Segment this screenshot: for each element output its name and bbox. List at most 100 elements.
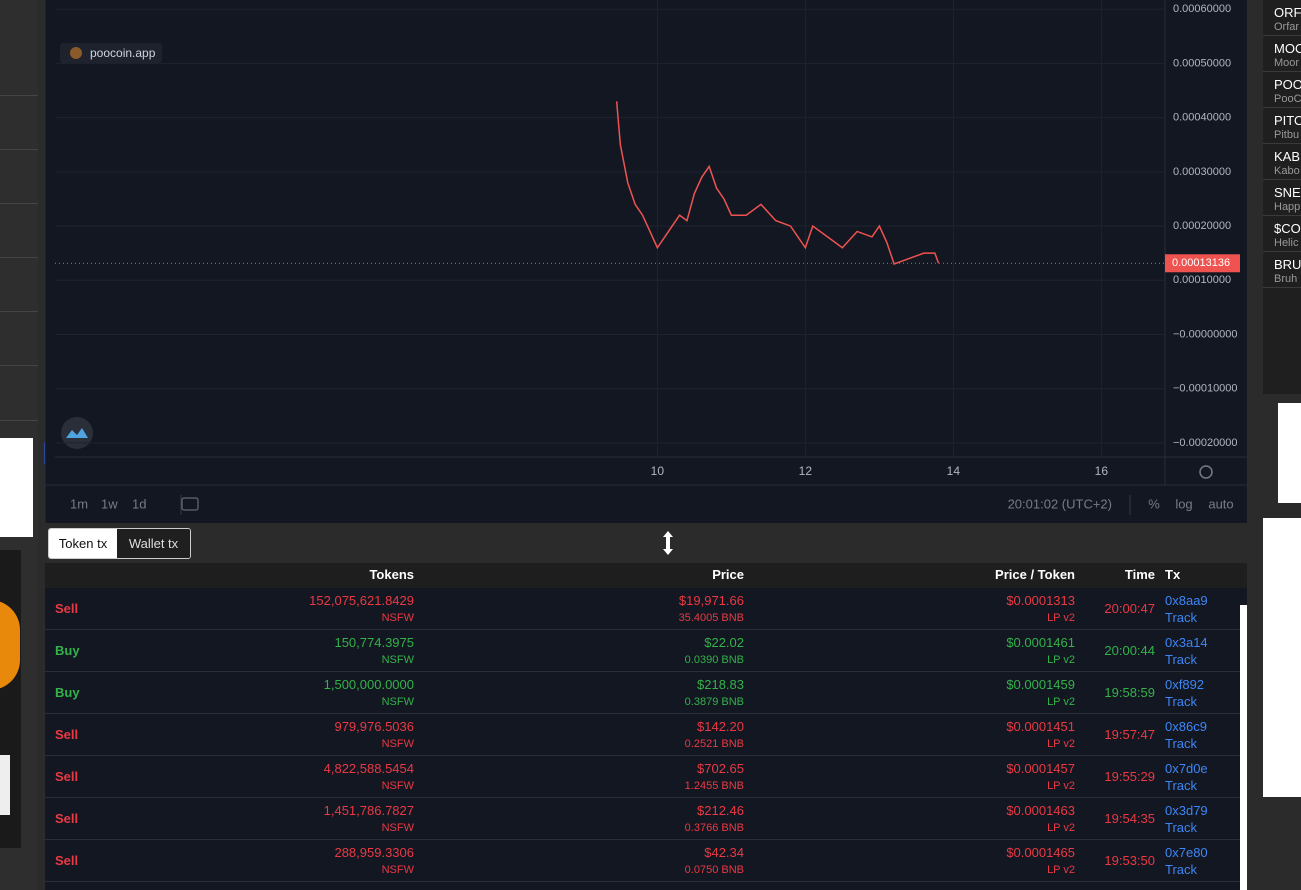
pool: LP v2 bbox=[1047, 822, 1075, 834]
token-symbol: MOO bbox=[1274, 41, 1301, 56]
tx-hash[interactable]: 0x8aa9 bbox=[1165, 593, 1208, 608]
interval-button[interactable]: 1w bbox=[101, 496, 118, 511]
price-usd: $19,971.66 bbox=[678, 593, 744, 608]
column-header: Tx bbox=[1165, 567, 1181, 582]
tx-hash[interactable]: 0xf892 bbox=[1165, 677, 1205, 692]
tx-hash[interactable]: 0x7d0e bbox=[1165, 761, 1208, 776]
price-bnb: 35.4005 BNB bbox=[678, 612, 744, 624]
token-name: Helic bbox=[1274, 237, 1299, 249]
tx-hash[interactable]: 0x7e80 bbox=[1165, 845, 1208, 860]
token-symbol: KAB bbox=[1274, 149, 1301, 164]
tx-type: Buy bbox=[55, 685, 80, 700]
settings-icon[interactable] bbox=[1199, 465, 1213, 479]
token-amount: 152,075,621.8429 bbox=[309, 593, 414, 608]
last-price-tag bbox=[1165, 254, 1240, 273]
track-link[interactable]: Track bbox=[1165, 652, 1198, 667]
price-usd: $212.46 bbox=[697, 803, 744, 818]
ad-coin bbox=[0, 600, 20, 690]
tx-time: 19:58:59 bbox=[1104, 685, 1155, 700]
tv-logo[interactable] bbox=[61, 417, 93, 449]
x-tick-label: 14 bbox=[947, 464, 961, 478]
pool: LP v2 bbox=[1047, 864, 1075, 876]
interval-button[interactable]: 1d bbox=[132, 496, 146, 511]
token-symbol: NSFW bbox=[381, 612, 414, 624]
tab[interactable]: Token tx bbox=[49, 529, 117, 558]
token-item[interactable]: $CO Helic bbox=[1263, 216, 1301, 252]
table-row bbox=[45, 714, 1240, 756]
tx-hash[interactable]: 0x3d79 bbox=[1165, 803, 1208, 818]
y-tick-label: 0.00050000 bbox=[1173, 57, 1231, 69]
token-name: Pitbu bbox=[1274, 129, 1300, 141]
tab[interactable]: Wallet tx bbox=[117, 529, 190, 558]
y-tick-label: 0.00060000 bbox=[1173, 3, 1231, 15]
divider bbox=[0, 203, 38, 204]
y-tick-label: −0.00020000 bbox=[1173, 437, 1238, 449]
y-tick-label: −0.00000000 bbox=[1173, 328, 1238, 340]
price-per-token: $0.0001451 bbox=[1006, 719, 1075, 734]
price-usd: $218.83 bbox=[697, 677, 744, 692]
token-item[interactable]: PITOPitbu bbox=[1263, 108, 1301, 144]
token-amount: 150,774.3975 bbox=[334, 635, 414, 650]
y-tick-label: 0.00040000 bbox=[1173, 112, 1231, 124]
tx-time: 19:57:47 bbox=[1104, 727, 1155, 742]
pool: LP v2 bbox=[1047, 696, 1075, 708]
tx-type: Buy bbox=[55, 643, 80, 658]
scrollbar[interactable] bbox=[1240, 605, 1247, 890]
pool: LP v2 bbox=[1047, 612, 1075, 624]
token-name: Kabo bbox=[1274, 165, 1300, 177]
y-tick-label: −0.00010000 bbox=[1173, 383, 1238, 395]
table-row bbox=[45, 756, 1240, 798]
price-usd: $22.02 bbox=[704, 635, 744, 650]
token-item[interactable]: BRU Bruh bbox=[1263, 252, 1301, 288]
scale-option[interactable]: % bbox=[1148, 496, 1160, 511]
track-link[interactable]: Track bbox=[1165, 610, 1198, 625]
price-bnb: 0.2521 BNB bbox=[684, 738, 744, 750]
ad-qr bbox=[0, 755, 10, 815]
token-symbol: POO bbox=[1274, 77, 1301, 92]
token-item[interactable]: SNE Happ bbox=[1263, 180, 1301, 216]
clock: 20:01:02 (UTC+2) bbox=[1008, 496, 1112, 511]
token-name: Orfar bbox=[1274, 21, 1300, 33]
tx-hash[interactable]: 0x86c9 bbox=[1165, 719, 1207, 734]
token-symbol: PITO bbox=[1274, 113, 1301, 128]
tab-bar: Token tx Wallet tx bbox=[45, 523, 1247, 563]
divider bbox=[0, 365, 38, 366]
token-symbol: ORFA bbox=[1274, 5, 1301, 20]
token-symbol: NSFW bbox=[381, 822, 414, 834]
token-amount: 979,976.5036 bbox=[334, 719, 414, 734]
watermark-bg bbox=[60, 43, 162, 63]
interval-button[interactable]: 1m bbox=[70, 496, 88, 511]
scale-option[interactable]: auto bbox=[1208, 496, 1233, 511]
price-per-token: $0.0001459 bbox=[1006, 677, 1075, 692]
ad-image bbox=[0, 550, 21, 848]
track-link[interactable]: Track bbox=[1165, 862, 1198, 877]
tx-hash[interactable]: 0x3a14 bbox=[1165, 635, 1208, 650]
price-bnb: 1.2455 BNB bbox=[684, 780, 744, 792]
y-tick-label: 0.00010000 bbox=[1173, 274, 1231, 286]
scale-option[interactable]: log bbox=[1175, 496, 1192, 511]
tx-type: Sell bbox=[55, 769, 79, 784]
token-amount: 1,500,000.0000 bbox=[323, 677, 414, 692]
price-bnb: 0.0390 BNB bbox=[684, 654, 744, 666]
track-link[interactable]: Track bbox=[1165, 694, 1198, 709]
track-link[interactable]: Track bbox=[1165, 736, 1198, 751]
token-symbol: NSFW bbox=[381, 864, 414, 876]
track-link[interactable]: Track bbox=[1165, 778, 1198, 793]
divider bbox=[0, 95, 38, 96]
x-tick-label: 16 bbox=[1095, 464, 1109, 478]
price-usd: $702.65 bbox=[697, 761, 744, 776]
token-item[interactable]: KAB Kabo bbox=[1263, 144, 1301, 180]
token-item[interactable]: ORFAOrfar bbox=[1263, 0, 1301, 36]
token-item[interactable]: POO PooC bbox=[1263, 72, 1301, 108]
pool: LP v2 bbox=[1047, 654, 1075, 666]
token-name: Bruh bbox=[1274, 273, 1298, 285]
divider bbox=[0, 257, 38, 258]
divider bbox=[0, 311, 38, 312]
compare-icon[interactable] bbox=[181, 497, 199, 511]
last-price-label: 0.00013136 bbox=[1172, 257, 1230, 269]
token-item[interactable]: MOOMoor bbox=[1263, 36, 1301, 72]
x-tick-label: 10 bbox=[651, 464, 665, 478]
track-link[interactable]: Track bbox=[1165, 820, 1198, 835]
resize-icon[interactable] bbox=[660, 529, 676, 557]
